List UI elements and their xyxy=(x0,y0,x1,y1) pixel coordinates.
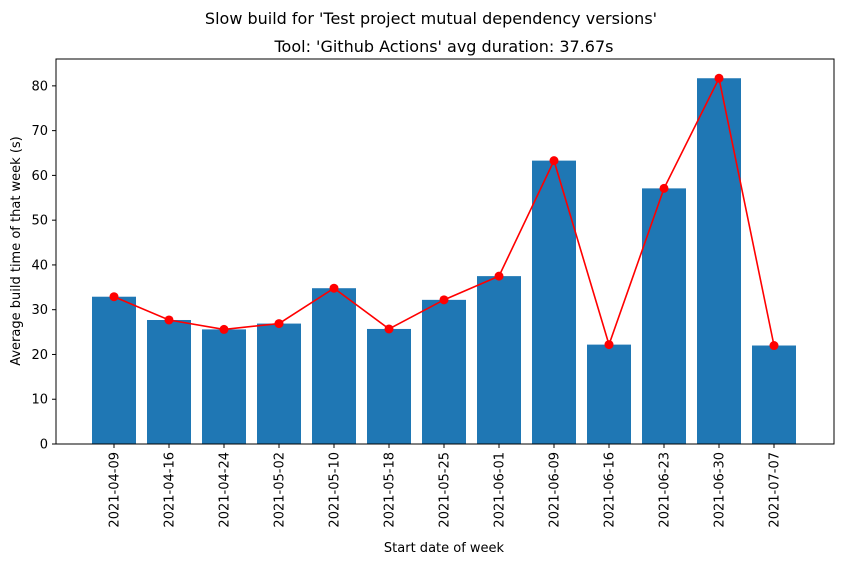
bar xyxy=(312,288,356,444)
y-tick-label: 80 xyxy=(31,79,48,94)
x-tick-label: 2021-04-09 xyxy=(108,452,123,528)
line-point xyxy=(659,183,669,193)
line-point xyxy=(494,271,504,281)
line-point xyxy=(109,292,119,302)
x-axis: 2021-04-09 2021-04-16 2021-04-24 2021-05-02… xyxy=(108,444,783,528)
x-tick-label: 2021-06-01 xyxy=(493,452,508,528)
y-tick-label: 0 xyxy=(40,438,48,453)
x-tick-label: 2021-06-23 xyxy=(658,452,673,528)
bar xyxy=(202,329,246,444)
x-axis-label: Start date of week xyxy=(384,541,505,556)
x-tick-label: 2021-05-10 xyxy=(328,452,343,528)
y-tick-label: 20 xyxy=(31,348,48,363)
x-tick-label: 2021-04-16 xyxy=(163,452,178,528)
line-point xyxy=(549,156,559,166)
bar xyxy=(752,345,796,444)
bar xyxy=(257,323,301,444)
line-point xyxy=(439,295,449,305)
bar xyxy=(532,160,576,445)
plot-area xyxy=(55,58,835,445)
line-point xyxy=(219,324,229,334)
bar xyxy=(367,328,411,444)
line-point xyxy=(714,73,724,83)
y-tick-label: 50 xyxy=(31,214,48,229)
plot-frame xyxy=(55,58,835,445)
x-tick-label: 2021-04-24 xyxy=(218,452,233,528)
x-tick-label: 2021-06-16 xyxy=(603,452,618,528)
y-tick-label: 60 xyxy=(31,169,48,184)
line-point xyxy=(769,341,779,351)
y-tick-label: 30 xyxy=(31,303,48,318)
bar xyxy=(147,319,191,444)
x-tick-label: 2021-06-09 xyxy=(548,452,563,528)
line-point xyxy=(329,283,339,293)
y-axis-label: Average build time of that week (s) xyxy=(9,136,24,366)
line-series xyxy=(109,73,779,351)
chart-title: Tool: 'Github Actions' avg duration: 37.… xyxy=(274,37,614,56)
y-tick-label: 10 xyxy=(31,393,48,408)
bars xyxy=(92,78,796,445)
bar xyxy=(697,78,741,444)
x-tick-label: 2021-06-30 xyxy=(713,452,728,528)
bar xyxy=(477,276,521,444)
bar xyxy=(422,299,466,444)
line-point xyxy=(274,319,284,329)
x-tick-label: 2021-05-18 xyxy=(383,452,398,528)
y-tick-label: 70 xyxy=(31,124,48,139)
chart-suptitle: Slow build for 'Test project mutual depe… xyxy=(205,9,657,28)
line-point xyxy=(384,324,394,334)
bar xyxy=(642,188,686,444)
line-point xyxy=(164,315,174,325)
x-tick-label: 2021-05-02 xyxy=(273,452,288,528)
x-tick-label: 2021-07-07 xyxy=(768,452,783,528)
line-point xyxy=(604,340,614,350)
bar xyxy=(587,344,631,444)
x-tick-label: 2021-05-25 xyxy=(438,452,453,528)
y-axis: 0 10 20 30 40 50 60 70 80 xyxy=(31,79,56,453)
bar xyxy=(92,296,136,444)
y-tick-label: 40 xyxy=(31,258,48,273)
